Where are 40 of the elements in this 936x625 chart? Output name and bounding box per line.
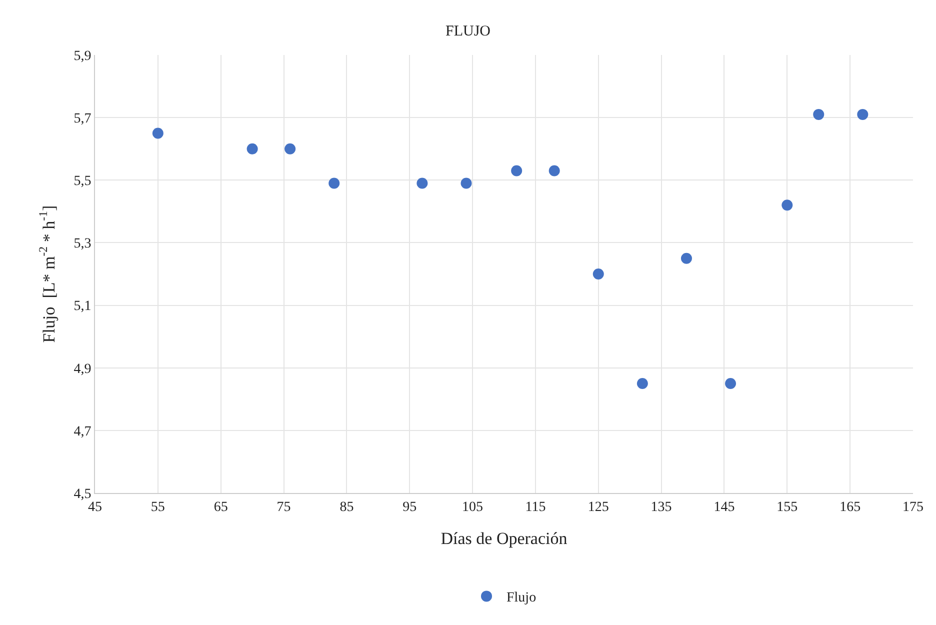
point (548, 165, 560, 176)
x-tick-label: 105 (462, 500, 484, 515)
y-tick-label: 5,1 (74, 299, 92, 314)
x-tick-label: 55 (150, 500, 165, 515)
point (813, 108, 824, 120)
point (460, 178, 472, 189)
chart-title: FLUJO (445, 24, 491, 40)
y-tick-label: 4,5 (74, 486, 92, 502)
point (284, 143, 296, 154)
point (246, 143, 258, 154)
point (782, 200, 793, 211)
y-tick-label: 5,9 (74, 48, 92, 64)
point (725, 378, 736, 389)
legend-label: Flujo (506, 590, 536, 606)
x-tick-label: 155 (776, 500, 798, 515)
x-axis-title: Días de Operación (440, 529, 568, 548)
point (328, 178, 340, 189)
point (680, 252, 692, 264)
x-tick-label: 115 (525, 500, 546, 515)
point (152, 128, 164, 139)
x-tick-label: 165 (840, 500, 861, 515)
x-tick-label: 175 (902, 500, 924, 515)
y-tick-label: 5,5 (74, 174, 92, 190)
x-tick-label: 125 (588, 500, 609, 515)
x-tick-label: 95 (402, 500, 417, 515)
x-tick-label: 75 (276, 500, 291, 515)
point (857, 108, 868, 120)
point (416, 178, 428, 189)
y-tick-label: 5,3 (74, 236, 92, 252)
point (636, 378, 648, 389)
y-tick-label: 4,9 (74, 362, 92, 377)
x-tick-label: 45 (88, 500, 102, 515)
y-tick-label: 5,7 (74, 111, 92, 126)
x-tick-label: 135 (650, 500, 672, 515)
x-tick-label: 145 (714, 500, 735, 515)
point (511, 165, 522, 176)
y-tick-label: 4,7 (74, 424, 92, 440)
point (592, 268, 604, 280)
x-tick-label: 65 (214, 500, 228, 515)
x-tick-label: 85 (340, 500, 354, 515)
